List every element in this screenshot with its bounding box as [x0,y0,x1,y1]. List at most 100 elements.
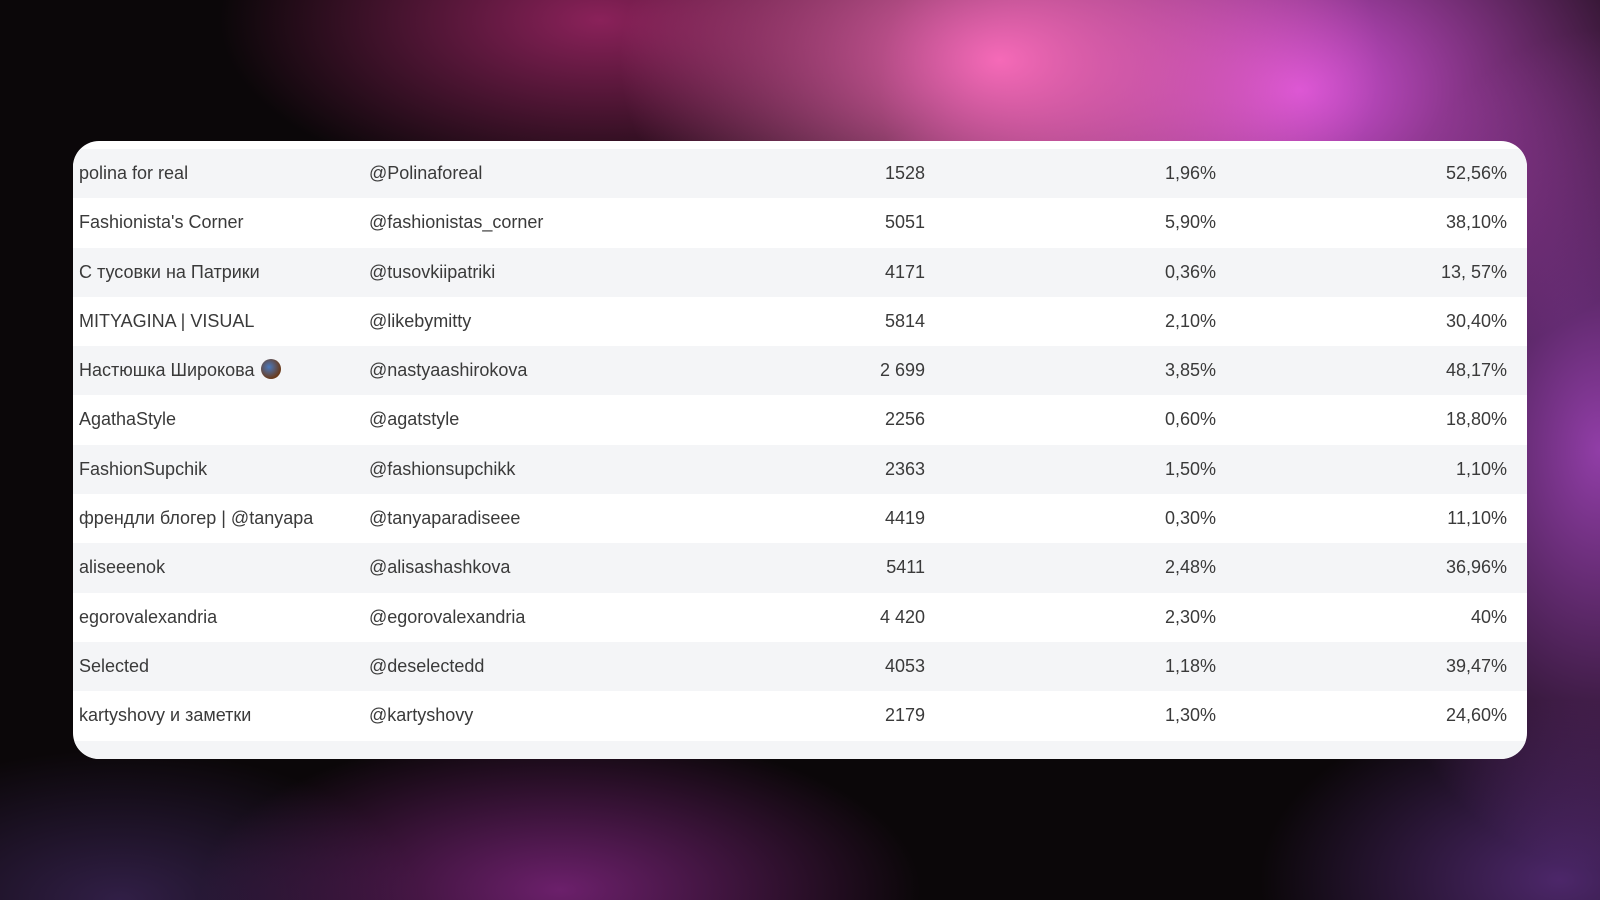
cell-text: 4171 [884,261,925,282]
name-cell: С тусовки на Патрики [79,248,359,297]
handle-cell: @alisashashkova [369,543,669,592]
cell-text: 2256 [884,409,925,430]
share-cell: 30,40% [1446,297,1507,346]
table-row[interactable]: Настюшка Широкова @nastyaashirokova 2 699 3… [73,346,1527,396]
cell-text: @fashionsupchikk [369,458,516,479]
cell-text: 0,30% [1164,508,1216,529]
table-row[interactable]: Fashionista's Corner @fashionistas_corner… [73,198,1527,247]
cell-text: 40% [1470,606,1507,627]
cell-text: 1,50% [1164,458,1216,479]
followers-cell: 4 420 [880,593,925,642]
cell-text: @deselectedd [369,655,485,676]
cell-text: 0,36% [1164,261,1216,282]
cell-text: kartyshovy и заметки [79,705,252,726]
cell-text: @tusovkiipatriki [369,261,496,282]
cell-text: 24,60% [1445,705,1507,726]
cell-text: 1,30% [1164,705,1216,726]
table: polina for real @Polinaforeal 1528 1,96% 52,… [73,149,1527,759]
share-cell: 24,60% [1446,691,1507,740]
cell-text: 36,96% [1445,557,1507,578]
rate-cell: 0,30% [1165,494,1216,543]
handle-cell: @deselectedd [369,642,669,691]
cell-text: @kartyshovy [369,705,474,726]
followers-cell: 2 699 [880,346,925,395]
cell-text: 11,10% [1447,508,1507,529]
cell-text: 2363 [884,458,925,479]
share-cell: 1,10% [1456,445,1507,494]
cell-text: 13, 57% [1440,261,1507,282]
rate-cell: 1,50% [1165,445,1216,494]
handle-cell: @nastyaashirokova [369,346,669,395]
table-row[interactable]: FashionSupchik @fashionsupchikk 2363 1,50% 1… [73,444,1527,495]
share-cell: 13, 57% [1441,248,1507,297]
table-row[interactable]: AgathaStyle @agatstyle 2256 0,60% 18,80% [73,395,1527,444]
name-cell: FashionSupchik [79,445,359,494]
handle-cell: @fashionistas_corner [369,198,669,247]
handle-cell: @Polinaforeal [369,149,669,198]
cell-text: Настюшка Широкова [79,360,255,381]
handle-cell: @kartyshovy [369,691,669,740]
rate-cell: 2,48% [1165,543,1216,592]
followers-cell: 5051 [885,198,925,247]
name-cell: Selected [79,642,359,691]
cell-text: 18,80% [1445,409,1507,430]
followers-cell: 5814 [885,297,925,346]
cell-text: AgathaStyle [79,409,177,430]
cell-text: 5411 [886,557,925,578]
cell-text: @Polinaforeal [369,163,483,183]
cell-text: 1528 [884,163,925,183]
table-row[interactable]: MITYAGINA | VISUAL @likebymitty 5814 2,10% 3… [73,297,1527,346]
rate-cell: 2,10% [1165,297,1216,346]
cell-text: 4 420 [879,606,925,627]
rate-cell: 0,36% [1165,248,1216,297]
rate-cell: 1,30% [1165,691,1216,740]
share-cell: 39,47% [1446,642,1507,691]
cell-text: MITYAGINA | VISUAL [79,310,255,331]
cell-text: 4419 [884,508,925,529]
handle-cell: @tanyaparadiseee [369,494,669,543]
table-row[interactable]: polina for real @Polinaforeal 1528 1,96% 52,… [73,149,1527,199]
share-cell: 11,10% [1447,494,1507,543]
cell-text: 2,10% [1164,310,1216,331]
cell-text: 3,85% [1164,360,1216,381]
rate-cell: 0,60% [1165,395,1216,444]
rate-cell: 1,18% [1165,642,1216,691]
table-row[interactable]: Selected @deselectedd 4053 1,18% 39,47% [73,641,1527,692]
cell-text: aliseeenok [79,557,166,578]
cell-text: френдли блогер | @tanyapa [79,508,314,529]
handle-cell: @fashionsupchikk [369,445,669,494]
name-cell: AgathaStyle [79,395,359,444]
table-row[interactable]: aliseeenok @alisashashkova 5411 2,48% 36,96% [73,543,1527,593]
cell-text: polina for real [79,163,189,183]
cell-text: 30,40% [1445,310,1507,331]
name-cell: egorovalexandria [79,593,359,642]
cell-text: @egorovalexandria [369,606,526,627]
share-cell: 38,10% [1446,198,1507,247]
cell-text: С тусовки на Патрики [79,261,260,282]
emoji-icon [260,359,281,380]
table-row[interactable]: френдли блогер | @tanyapa @tanyaparadisee… [73,494,1527,543]
cell-text: 48,17% [1445,360,1507,381]
cell-text: @agatstyle [369,409,460,430]
table-row[interactable]: kartyshovy и заметки @kartyshovy 2179 1,30%… [73,691,1527,740]
cell-text: FashionSupchik [79,458,208,479]
table-row[interactable]: С тусовки на Патрики @tusovkiipatriki 4171… [73,247,1527,297]
cell-text: @fashionistas_corner [369,212,544,233]
name-cell: Настюшка Широкова [79,346,359,395]
cell-text: 38,10% [1445,212,1507,233]
name-cell: polina for real [79,149,359,198]
followers-cell: 2363 [885,445,925,494]
followers-cell: 1528 [885,149,925,198]
cell-text: 5051 [884,212,925,233]
share-cell: 36,96% [1446,543,1507,592]
cell-text: 2179 [884,705,925,726]
rate-cell: 5,90% [1165,198,1216,247]
handle-cell: @tusovkiipatriki [369,248,669,297]
table-row[interactable]: egorovalexandria @egorovalexandria 4 420 2,… [73,593,1527,642]
followers-cell: 5411 [886,543,925,592]
cell-text: @tanyaparadiseee [369,508,521,529]
cell-text: 39,47% [1445,655,1507,676]
followers-cell: 4171 [885,248,925,297]
cell-text: 1,10% [1455,458,1507,479]
cell-text: @alisashashkova [369,557,511,578]
